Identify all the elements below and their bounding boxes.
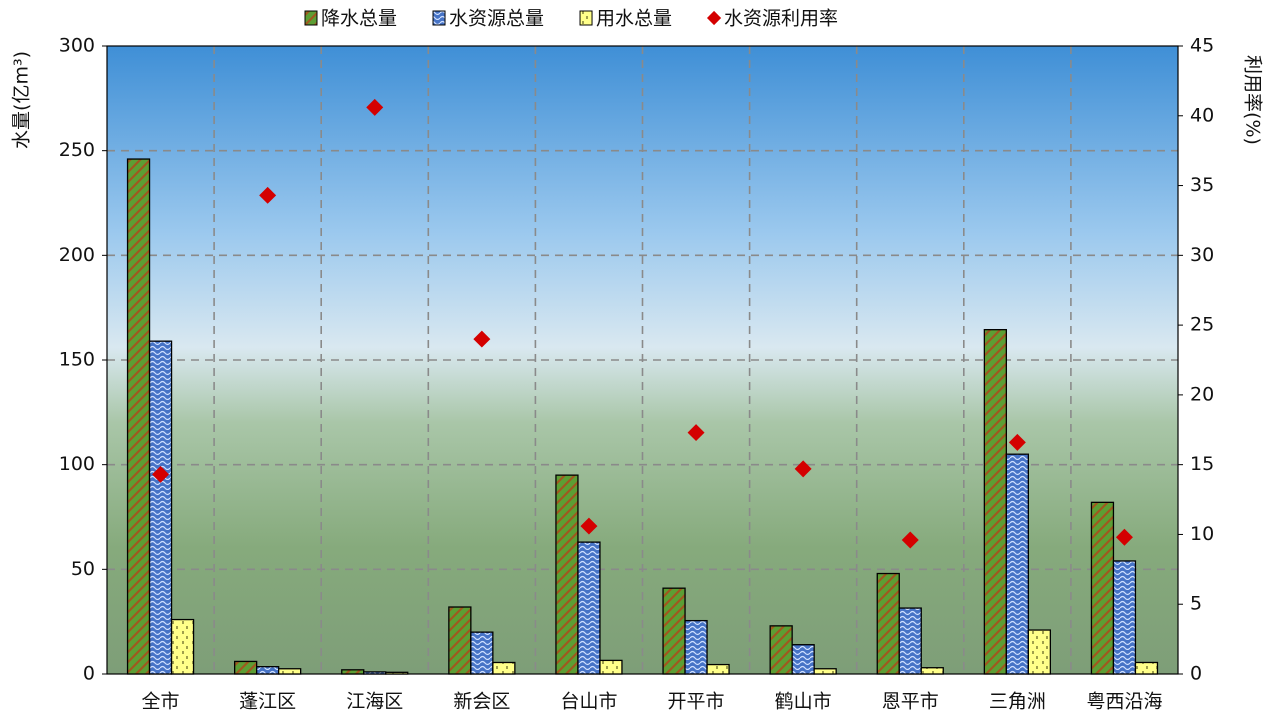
scatter-point xyxy=(901,531,919,549)
x-tick-label: 恩平市 xyxy=(882,691,939,713)
bar xyxy=(233,660,258,675)
bar xyxy=(1134,661,1159,675)
scatter-point xyxy=(580,517,598,535)
bar xyxy=(363,671,387,675)
y-tick-label: 50 xyxy=(71,558,95,580)
bar xyxy=(769,625,793,675)
scatter-point xyxy=(366,98,384,116)
y2-tick-label: 15 xyxy=(1190,453,1214,475)
y-tick-label: 0 xyxy=(83,663,95,685)
legend-swatch xyxy=(432,10,446,26)
bar xyxy=(1112,560,1137,675)
bar xyxy=(898,607,922,675)
y2-tick-label: 20 xyxy=(1190,383,1214,405)
bar xyxy=(876,572,900,675)
x-tick-label: 江海区 xyxy=(346,691,403,713)
y-tick-label: 250 xyxy=(59,139,95,161)
y2-tick-label: 30 xyxy=(1190,244,1214,266)
bar xyxy=(791,644,815,675)
y-tick-label: 150 xyxy=(59,349,95,371)
bar xyxy=(1005,453,1029,675)
y2-tick-label: 35 xyxy=(1190,174,1214,196)
x-tick-label: 鹤山市 xyxy=(775,691,832,713)
x-tick-label: 新会区 xyxy=(453,691,510,713)
y2-tick-label: 40 xyxy=(1190,104,1214,126)
scatter-point xyxy=(152,465,170,483)
bar xyxy=(577,541,601,675)
bar xyxy=(706,663,730,675)
y-tick-label: 100 xyxy=(59,453,95,475)
bar xyxy=(448,606,472,675)
bar xyxy=(255,666,280,675)
bar xyxy=(1090,501,1115,675)
scatter-point xyxy=(473,330,491,348)
y-tick-label: 200 xyxy=(59,244,95,266)
scatter-point xyxy=(259,186,277,204)
bar xyxy=(277,668,302,675)
legend-swatch xyxy=(579,10,593,26)
bar xyxy=(555,474,579,675)
bar xyxy=(492,661,516,675)
bar xyxy=(470,631,494,675)
y2-tick-label: 0 xyxy=(1190,663,1202,685)
scatter-point xyxy=(1115,528,1133,546)
bar xyxy=(920,667,944,675)
x-tick-label: 蓬江区 xyxy=(239,691,296,713)
y2-tick-label: 10 xyxy=(1190,523,1214,545)
y2-tick-label: 45 xyxy=(1190,35,1214,57)
bar xyxy=(170,618,195,675)
x-tick-label: 全市 xyxy=(142,691,180,713)
x-tick-label: 台山市 xyxy=(560,691,617,713)
bar xyxy=(662,587,686,675)
x-tick-label: 三角洲 xyxy=(989,691,1046,713)
bar xyxy=(813,668,837,675)
y-tick-label: 300 xyxy=(59,35,95,57)
scatter-point xyxy=(1008,433,1026,451)
x-tick-label: 粤西沿海 xyxy=(1086,691,1162,713)
bar xyxy=(126,158,151,675)
y2-tick-label: 5 xyxy=(1190,593,1202,615)
bar xyxy=(1027,629,1051,675)
plot-frame xyxy=(106,45,1179,675)
legend-label: 水资源利用率 xyxy=(724,8,838,30)
bar xyxy=(983,328,1007,675)
bar xyxy=(341,669,365,675)
legend-marker xyxy=(706,10,722,26)
legend-label: 降水总量 xyxy=(321,8,397,30)
bar xyxy=(148,340,173,675)
y2-axis-label: 利用率(%) xyxy=(1242,55,1264,145)
scatter-point xyxy=(794,460,812,478)
y-axis-label: 水量(亿m³) xyxy=(11,51,33,149)
bar xyxy=(599,659,623,675)
legend-label: 水资源总量 xyxy=(449,8,544,30)
bar xyxy=(684,619,708,675)
y2-tick-label: 25 xyxy=(1190,314,1214,336)
legend-label: 用水总量 xyxy=(596,8,672,30)
bar xyxy=(385,671,409,675)
legend-swatch xyxy=(304,10,318,26)
x-tick-label: 开平市 xyxy=(668,691,725,713)
scatter-point xyxy=(687,424,705,442)
